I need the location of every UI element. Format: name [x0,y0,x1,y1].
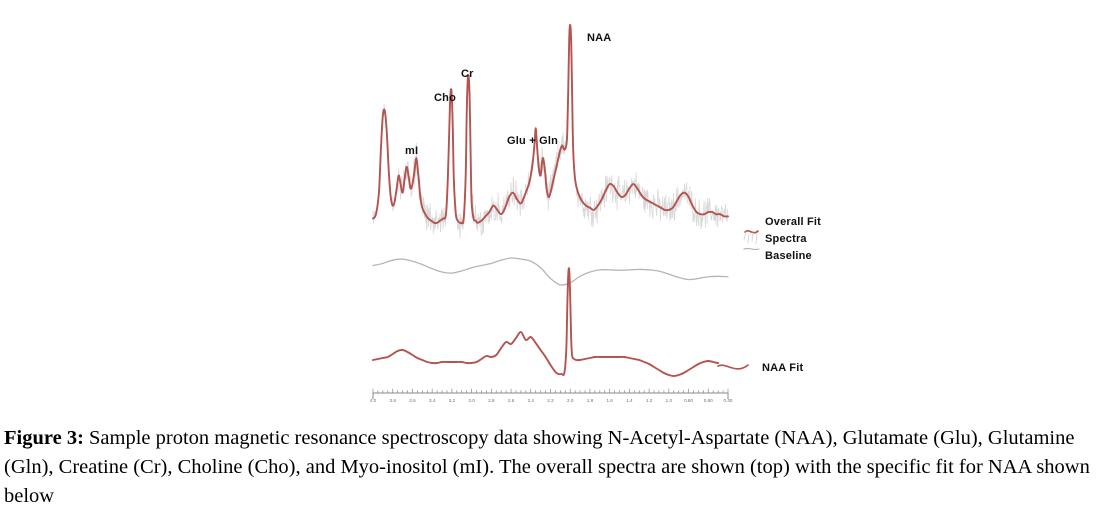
baseline-trace [372,257,729,286]
overall-fit-trace [372,23,760,251]
svg-text:3.6: 3.6 [409,398,416,403]
spectra-noise-trace [372,24,728,239]
svg-text:2.2: 2.2 [547,398,554,403]
naa-fit-trace [372,267,749,377]
svg-text:1.0: 1.0 [666,398,673,403]
svg-text:2.6: 2.6 [508,398,515,403]
svg-text:0.60: 0.60 [704,398,713,403]
figure-caption-text: Sample proton magnetic resonance spectro… [4,427,1090,507]
x-axis-tick-labels: 4.0 3.8 3.6 3.4 3.2 3.0 2.8 2.6 2.4 2.2 2.0 1.8 1.6 1… [370,398,733,403]
svg-text:2.4: 2.4 [528,398,535,403]
svg-text:0.40: 0.40 [724,398,733,403]
peak-label-cr: Cr [461,68,474,80]
legend-naa-fit: NAA Fit [762,362,804,374]
peak-label-cho: Cho [434,92,456,104]
spectrum-svg: 4.0 3.8 3.6 3.4 3.2 3.0 2.8 2.6 2.4 2.2 2.0 1.8 1.6 1… [370,23,760,403]
svg-text:3.2: 3.2 [449,398,456,403]
svg-text:3.8: 3.8 [390,398,397,403]
svg-text:2.0: 2.0 [567,398,574,403]
svg-text:3.4: 3.4 [429,398,436,403]
legend-overall-fit: Overall Fit [765,216,821,228]
svg-text:1.6: 1.6 [606,398,613,403]
svg-text:2.8: 2.8 [488,398,495,403]
svg-text:4.0: 4.0 [370,398,377,403]
svg-text:3.0: 3.0 [468,398,475,403]
legend-baseline: Baseline [765,250,812,262]
svg-text:1.2: 1.2 [646,398,653,403]
svg-text:1.4: 1.4 [626,398,633,403]
spectroscopy-plot: 4.0 3.8 3.6 3.4 3.2 3.0 2.8 2.6 2.4 2.2 2.0 1.8 1.6 1… [370,23,821,403]
x-axis-ruler [372,388,729,400]
svg-text:1.8: 1.8 [587,398,594,403]
legend-spectra: Spectra [765,233,807,245]
peak-label-naa: NAA [587,32,612,44]
figure-number: Figure 3: [4,427,84,449]
peak-label-mi: mI [405,145,419,157]
figure-caption: Figure 3: Sample proton magnetic resonan… [4,424,1104,511]
peak-label-glu-gln: Glu + Gln [507,135,558,147]
svg-text:0.80: 0.80 [684,398,693,403]
